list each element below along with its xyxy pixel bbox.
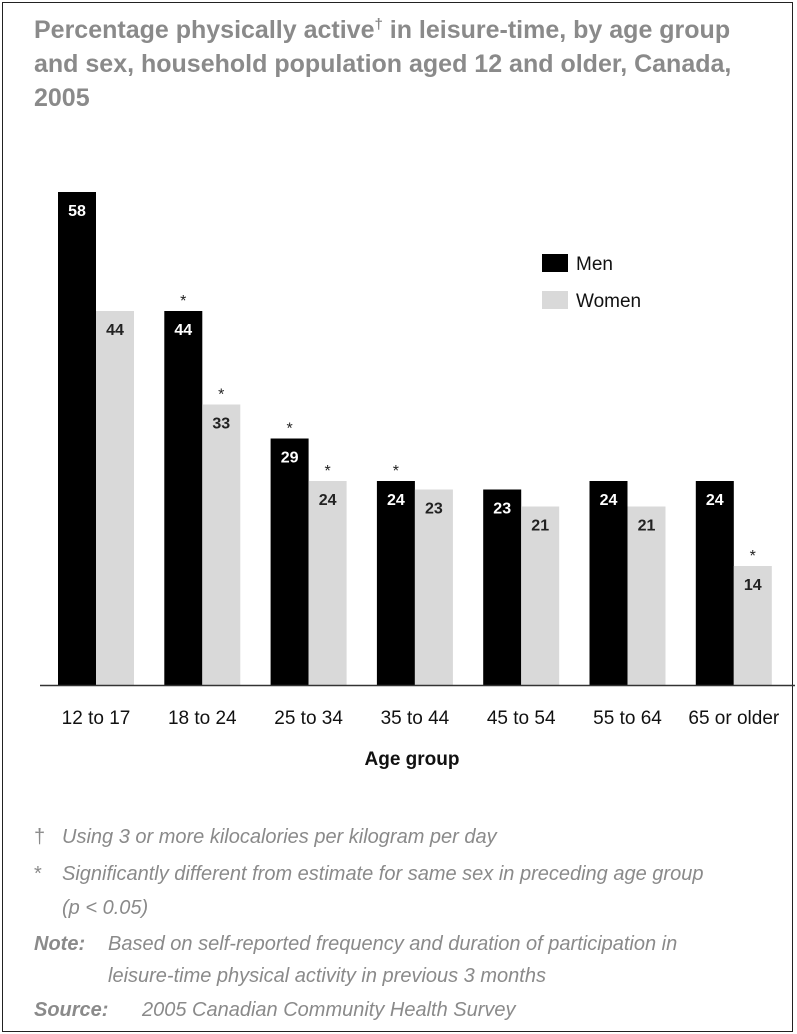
- bar-men-2: [270, 438, 309, 685]
- title-text-a: Percentage physically active: [34, 16, 375, 44]
- bar-men-3: [376, 481, 415, 685]
- data-label-men-0: 58: [68, 203, 86, 220]
- significance-marker-women-1: *: [218, 387, 224, 404]
- significance-marker-men-1: *: [180, 293, 186, 310]
- bar-women-2: [308, 481, 347, 685]
- title-dagger: †: [374, 16, 383, 33]
- x-tick-label-4: 45 to 54: [487, 708, 556, 729]
- bar-women-3: [414, 489, 453, 685]
- legend-label-women: Women: [576, 291, 641, 312]
- bar-men-4: [483, 489, 522, 685]
- legend-swatch-men: [542, 254, 568, 272]
- footnote-dagger-text: Using 3 or more kilocalories per kilogra…: [62, 826, 497, 848]
- data-label-men-3: 24: [387, 492, 405, 509]
- footnote-dagger-mark: †: [34, 826, 46, 848]
- data-label-men-6: 24: [706, 492, 724, 509]
- title-line-1: Percentage physically active† in leisure…: [34, 13, 794, 47]
- chart-title: Percentage physically active† in leisure…: [34, 13, 794, 115]
- x-tick-label-1: 18 to 24: [168, 708, 237, 729]
- note-text-2: leisure-time physical activity in previo…: [108, 965, 546, 987]
- bar-women-0: [96, 311, 134, 685]
- bar-men-6: [695, 481, 734, 685]
- bar-chart: 58 44 12 to 17 44 * 33 * 18 to 24 29 * 24 * 25 to 34…: [40, 192, 795, 770]
- x-tick-label-6: 65 or older: [688, 708, 780, 729]
- x-tick-label-2: 25 to 34: [274, 708, 343, 729]
- significance-marker-men-2: *: [286, 421, 292, 438]
- data-label-women-4: 21: [531, 518, 549, 535]
- significance-marker-women-6: *: [750, 548, 756, 565]
- bar-women-6: [733, 566, 772, 685]
- note-label: Note:: [34, 933, 86, 955]
- significance-marker-men-3: *: [393, 463, 399, 480]
- footnote-star-text-2: (p < 0.05): [62, 897, 149, 919]
- bar-men-1: [164, 311, 203, 685]
- data-label-women-6: 14: [744, 577, 762, 594]
- footnote-star-mark: *: [34, 863, 42, 885]
- data-label-women-0: 44: [106, 322, 124, 339]
- significance-marker-women-2: *: [324, 463, 330, 480]
- title-text-b: in leisure-time, by age group: [382, 16, 731, 44]
- source-text: 2005 Canadian Community Health Survey: [142, 999, 516, 1021]
- data-label-men-5: 24: [600, 492, 618, 509]
- data-label-women-5: 21: [638, 518, 656, 535]
- x-axis-title: Age group: [365, 749, 460, 770]
- footnote-star-text-1: Significantly different from estimate fo…: [62, 863, 704, 885]
- data-label-men-1: 44: [174, 322, 192, 339]
- title-line-3: 2005: [34, 84, 90, 112]
- x-tick-label-5: 55 to 64: [593, 708, 662, 729]
- x-tick-label-3: 35 to 44: [381, 708, 450, 729]
- source-label: Source:: [34, 999, 109, 1021]
- data-label-women-3: 23: [425, 501, 443, 518]
- legend-label-men: Men: [576, 254, 613, 275]
- bar-men-0: [58, 192, 96, 685]
- legend-swatch-women: [542, 291, 568, 309]
- bar-women-4: [521, 506, 560, 685]
- title-line-2: and sex, household population aged 12 an…: [34, 50, 732, 78]
- data-label-men-4: 23: [493, 501, 511, 518]
- bar-men-5: [589, 481, 628, 685]
- data-label-women-2: 24: [319, 492, 337, 509]
- x-tick-label-0: 12 to 17: [62, 708, 131, 729]
- data-label-women-1: 33: [212, 416, 230, 433]
- bar-women-1: [202, 404, 241, 685]
- data-label-men-2: 29: [281, 450, 299, 467]
- note-text-1: Based on self-reported frequency and dur…: [108, 933, 678, 955]
- bar-women-5: [627, 506, 666, 685]
